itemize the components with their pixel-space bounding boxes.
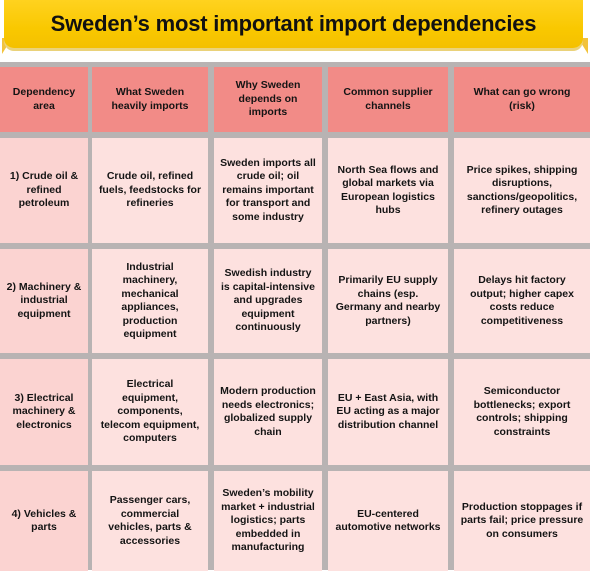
title-banner: Sweden’s most important import dependenc… xyxy=(4,0,583,48)
row-1-what-imports: Crude oil, refined fuels, feedstocks for… xyxy=(92,138,208,243)
dependency-table: Dependency area What Sweden heavily impor… xyxy=(0,62,590,571)
row-4-supplier-channels: EU-centered automotive networks xyxy=(328,471,448,571)
header-dependency-area: Dependency area xyxy=(0,67,88,132)
header-why-depends: Why Sweden depends on imports xyxy=(214,67,322,132)
row-1-dependency-area: 1) Crude oil & refined petroleum xyxy=(0,138,88,243)
row-4-risk: Production stoppages if parts fail; pric… xyxy=(454,471,590,571)
row-1-supplier-channels: North Sea flows and global markets via E… xyxy=(328,138,448,243)
row-4-dependency-area: 4) Vehicles & parts xyxy=(0,471,88,571)
row-2-why-depends: Swedish industry is capital-intensive an… xyxy=(214,249,322,353)
row-3-what-imports: Electrical equipment, components, teleco… xyxy=(92,359,208,465)
row-3-dependency-area: 3) Electrical machinery & electronics xyxy=(0,359,88,465)
banner-fold-right xyxy=(578,38,588,54)
row-3-risk: Semiconductor bottlenecks; export contro… xyxy=(454,359,590,465)
row-4-what-imports: Passenger cars, commercial vehicles, par… xyxy=(92,471,208,571)
header-risk: What can go wrong (risk) xyxy=(454,67,590,132)
row-2-risk: Delays hit factory output; higher capex … xyxy=(454,249,590,353)
row-2-supplier-channels: Primarily EU supply chains (esp. Germany… xyxy=(328,249,448,353)
header-supplier-channels: Common supplier channels xyxy=(328,67,448,132)
row-2-dependency-area: 2) Machinery & industrial equipment xyxy=(0,249,88,353)
page-title: Sweden’s most important import dependenc… xyxy=(50,11,537,36)
row-3-why-depends: Modern production needs electronics; glo… xyxy=(214,359,322,465)
row-4-why-depends: Sweden’s mobility market + industrial lo… xyxy=(214,471,322,571)
row-1-why-depends: Sweden imports all crude oil; oil remain… xyxy=(214,138,322,243)
row-1-risk: Price spikes, shipping disruptions, sanc… xyxy=(454,138,590,243)
header-what-imports: What Sweden heavily imports xyxy=(92,67,208,132)
row-2-what-imports: Industrial machinery, mechanical applian… xyxy=(92,249,208,353)
row-3-supplier-channels: EU + East Asia, with EU acting as a majo… xyxy=(328,359,448,465)
